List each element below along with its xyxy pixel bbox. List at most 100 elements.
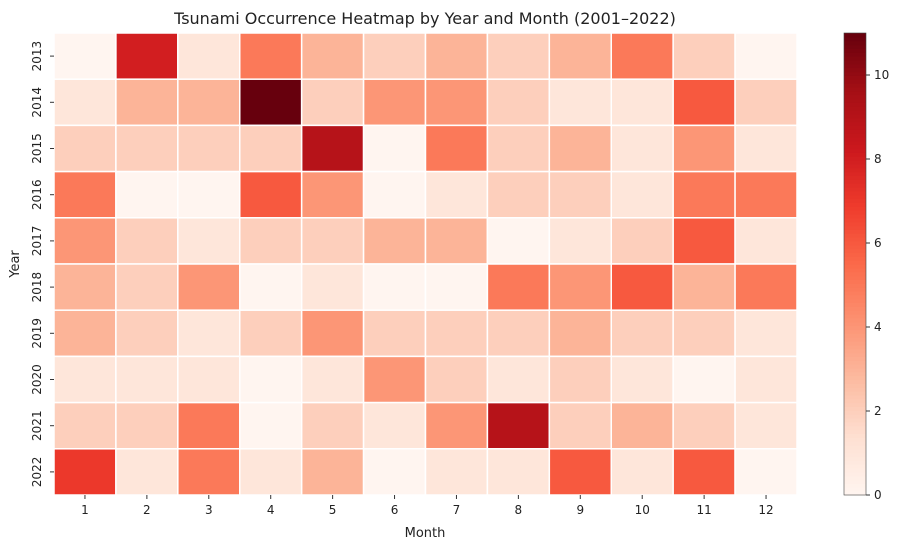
x-tick-label: 12: [758, 503, 773, 517]
colorbar-segment: [844, 387, 866, 392]
heatmap-cell: [177, 401, 241, 450]
colorbar-segment: [844, 71, 866, 76]
colorbar-segment: [844, 348, 866, 354]
colorbar-segment: [844, 464, 866, 469]
heatmap-cell: [424, 401, 489, 450]
colorbar-segment: [844, 67, 866, 73]
heatmap-cell: [672, 78, 736, 127]
heatmap-cell: [610, 32, 674, 80]
colorbar-segment: [844, 133, 866, 138]
colorbar-segment: [844, 333, 866, 338]
y-tick-label: 2014: [30, 87, 44, 118]
colorbar-segment: [844, 391, 866, 396]
heatmap-cell: [115, 355, 179, 404]
heatmap-cell: [548, 448, 612, 496]
heatmap-cell: [734, 217, 798, 265]
heatmap-cell: [239, 217, 303, 265]
heatmap-cell: [53, 355, 117, 404]
heatmap-cell: [177, 355, 241, 404]
heatmap-cell: [548, 170, 612, 219]
heatmap-cell: [610, 170, 674, 219]
heatmap-cell: [362, 355, 427, 404]
heatmap-cell: [486, 124, 551, 173]
colorbar-segment: [844, 352, 866, 357]
colorbar-segment: [844, 479, 866, 485]
colorbar-segment: [844, 317, 866, 323]
heatmap-cell: [734, 355, 798, 404]
heatmap-cell: [362, 401, 427, 450]
heatmap-cell: [486, 448, 551, 496]
colorbar-segment: [844, 113, 866, 119]
heatmap-cell: [610, 309, 674, 358]
x-tick-label: 7: [453, 503, 461, 517]
colorbar-segment: [844, 83, 866, 88]
colorbar-segment: [844, 175, 866, 180]
heatmap-cell: [734, 263, 798, 311]
y-tick-label: 2018: [30, 272, 44, 303]
colorbar-segment: [844, 194, 866, 200]
heatmap-cell: [115, 78, 179, 127]
x-tick-label: 1: [81, 503, 89, 517]
colorbar-segment: [844, 225, 866, 230]
colorbar-segment: [844, 110, 866, 115]
heatmap-cell: [239, 448, 303, 496]
heatmap-cell: [53, 401, 117, 450]
colorbar-segment: [844, 213, 866, 219]
heatmap-cell: [177, 309, 241, 358]
colorbar-segment: [844, 167, 866, 173]
colorbar-segment: [844, 437, 866, 442]
heatmap-cell: [177, 263, 241, 311]
heatmap-cell: [300, 355, 365, 404]
heatmap-cell: [300, 263, 365, 311]
heatmap-cell: [239, 355, 303, 404]
colorbar-segment: [844, 260, 866, 265]
colorbar-segment: [844, 383, 866, 388]
colorbar-segment: [844, 90, 866, 96]
colorbar-segment: [844, 160, 866, 165]
heatmap-cell: [115, 448, 179, 496]
heatmap-cell: [115, 309, 179, 358]
x-tick-label: 9: [576, 503, 584, 517]
colorbar-segment: [844, 337, 866, 342]
heatmap-cell: [734, 124, 798, 173]
colorbar-segment: [844, 210, 866, 215]
colorbar-segment: [844, 418, 866, 423]
heatmap-cell: [486, 263, 551, 311]
heatmap-cell: [486, 309, 551, 358]
colorbar-segment: [844, 298, 866, 304]
colorbar-segment: [844, 252, 866, 257]
y-tick-label: 2016: [30, 179, 44, 210]
colorbar-segment: [844, 360, 866, 365]
colorbar-segment: [844, 102, 866, 107]
colorbar-segment: [844, 48, 866, 53]
heatmap-cell: [115, 217, 179, 265]
heatmap-cell: [672, 124, 736, 173]
colorbar-segment: [844, 344, 866, 350]
heatmap-cell: [548, 78, 612, 127]
heatmap-cell: [424, 448, 489, 496]
x-tick-labels: 1 2 3 4 5 6 7 8 9 10 11 12: [81, 495, 774, 517]
colorbar-segment: [844, 171, 866, 177]
colorbar-segment: [844, 59, 866, 65]
colorbar-segment: [844, 44, 866, 49]
colorbar-segment: [844, 148, 866, 153]
heatmap-cell: [486, 78, 551, 127]
heatmap-cell: [610, 448, 674, 496]
colorbar-segment: [844, 56, 866, 61]
colorbar-segment: [844, 117, 866, 123]
colorbar-segment: [844, 302, 866, 307]
colorbar-frame: [843, 32, 867, 496]
heatmap-cell: [610, 217, 674, 265]
heatmap-cell: [672, 170, 736, 219]
colorbar-segment: [844, 471, 866, 477]
colorbar-segment: [844, 306, 866, 311]
heatmap-cell: [177, 217, 241, 265]
colorbar-segment: [844, 233, 866, 238]
colorbar-segment: [844, 125, 866, 130]
colorbar-segment: [844, 398, 866, 404]
heatmap-cell: [53, 217, 117, 265]
heatmap-cell: [734, 309, 798, 358]
heatmap-cell: [115, 263, 179, 311]
colorbar-segment: [844, 221, 866, 227]
heatmap-cell: [300, 401, 365, 450]
